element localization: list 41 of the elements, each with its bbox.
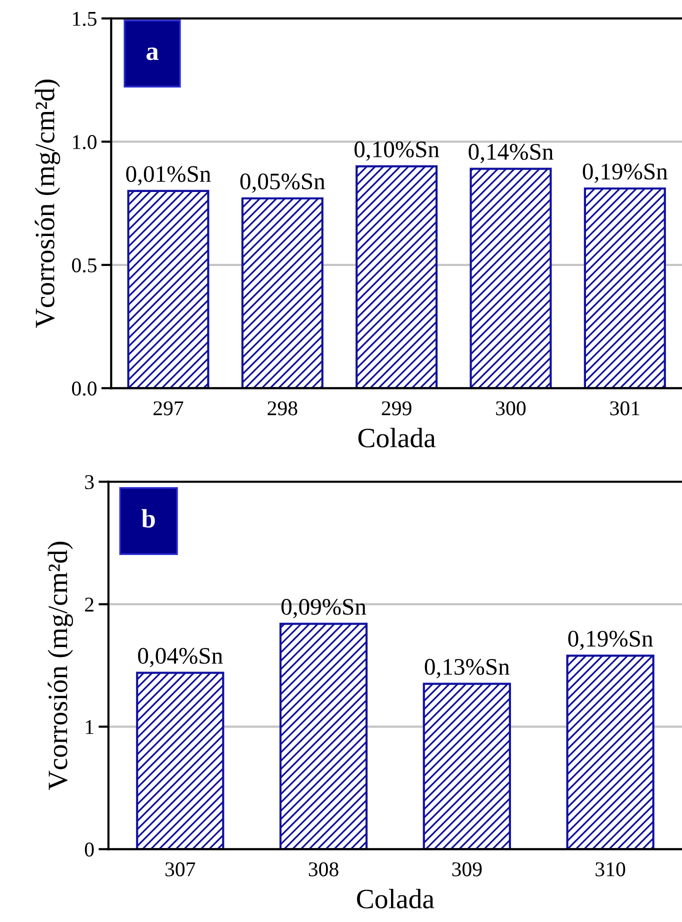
annotation: 0,01%Sn — [126, 166, 211, 186]
annotation: 0,19%Sn — [582, 164, 668, 183]
bar — [136, 672, 224, 850]
y-tick-label: 1.0 — [73, 135, 96, 150]
bar — [241, 197, 324, 388]
bar — [584, 187, 666, 388]
bar — [127, 190, 210, 388]
annotation: 0,09%Sn — [281, 598, 366, 618]
bar — [356, 165, 438, 388]
x-axis-title: Colada — [358, 428, 436, 448]
x-axis-title: Colada — [357, 888, 434, 908]
annotation: 0,05%Sn — [240, 173, 326, 193]
text: b — [142, 509, 155, 528]
y-tick-label: 0.0 — [72, 382, 96, 396]
y-tick-label: 1 — [86, 720, 94, 734]
y-tick-label: 1.5 — [73, 12, 96, 26]
bar — [422, 682, 511, 850]
annotation: 0,04%Sn — [138, 648, 223, 668]
text: a — [146, 48, 158, 60]
annotation: 0,10%Sn — [354, 141, 440, 161]
y-axis-title: Vcorrosión (mg/cm²d) — [34, 80, 60, 328]
annotation: 0,13%Sn — [424, 658, 510, 678]
x-tick-label: 308 — [308, 862, 338, 876]
y-tick-label: 3 — [85, 475, 94, 490]
bar — [470, 168, 552, 388]
bar — [279, 622, 368, 850]
x-tick-label: 309 — [452, 862, 482, 876]
y-tick-label: 0.5 — [72, 258, 96, 272]
x-tick-label: 310 — [596, 862, 626, 876]
y-tick-label: 2 — [85, 598, 94, 612]
x-tick-label: 307 — [166, 862, 196, 876]
y-axis-title: Vcorrosión (mg/cm²d) — [48, 542, 74, 790]
bar — [566, 654, 654, 850]
x-tick-label: 301 — [610, 401, 640, 416]
annotation: 0,14%Sn — [468, 144, 554, 164]
x-tick-label: 300 — [496, 401, 526, 416]
y-tick-label: 0 — [84, 842, 94, 857]
x-tick-label: 298 — [268, 401, 298, 416]
x-tick-label: 297 — [154, 401, 184, 416]
annotation: 0,19%Sn — [568, 630, 653, 650]
x-tick-label: 299 — [382, 401, 412, 416]
